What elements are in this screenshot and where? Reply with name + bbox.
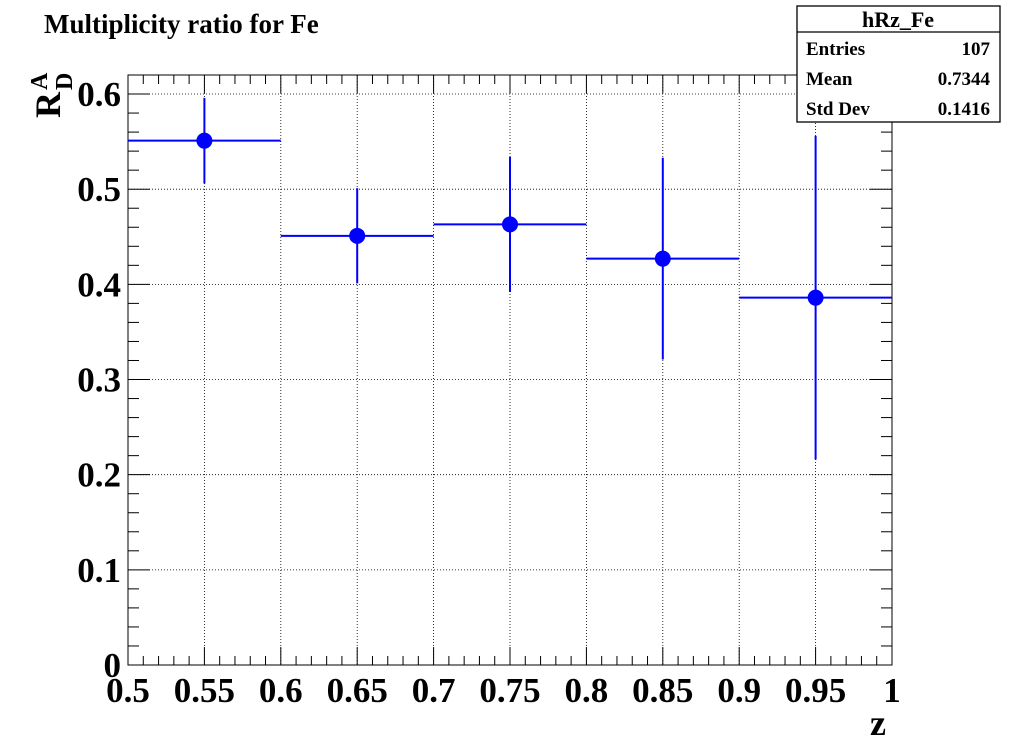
stats-mean-label: Mean (806, 69, 853, 90)
x-tick-label: 0.6 (259, 671, 303, 710)
y-tick-label: 0.6 (77, 75, 121, 114)
stats-box-title: hRz_Fe (862, 7, 934, 32)
stats-entries-label: Entries (806, 39, 865, 60)
x-tick-label: 0.7 (412, 671, 456, 710)
stats-box: hRz_Fe Entries 107 Mean 0.7344 Std Dev 0… (796, 5, 1001, 123)
y-tick-label: 0.1 (77, 551, 121, 590)
stats-stddev-value: 0.1416 (938, 99, 990, 120)
x-axis-label: z (870, 703, 886, 740)
x-tick-label: 0.8 (565, 671, 609, 710)
x-tick-label: 0.95 (785, 671, 846, 710)
y-tick-label: 0.2 (77, 456, 121, 495)
data-point (349, 227, 366, 244)
chart-title: Multiplicity ratio for Fe (44, 9, 319, 39)
x-tick-label: 0.75 (479, 671, 540, 710)
stats-mean-value: 0.7344 (938, 69, 991, 90)
stats-entries-value: 107 (962, 39, 991, 60)
x-tick-label: 0.55 (174, 671, 235, 710)
x-tick-label: 0.85 (632, 671, 693, 710)
data-point (807, 289, 824, 306)
axis-ticks (127, 74, 893, 666)
data-point (196, 132, 213, 149)
y-axis-label-subscript: D (52, 73, 78, 90)
x-tick-labels: 0.5 0.55 0.6 0.65 0.7 0.75 0.8 0.85 0.9 0.95 1 (106, 671, 901, 710)
data-point (654, 250, 671, 267)
y-tick-label: 0.5 (77, 170, 121, 209)
x-tick-label: 1 (883, 671, 901, 710)
y-tick-label: 0.4 (77, 265, 121, 304)
y-axis-label-superscript: A (27, 72, 53, 90)
data-series (128, 97, 892, 460)
y-axis-label-base: R (28, 91, 68, 118)
plot-frame (127, 74, 893, 666)
y-axis-label: R A D (27, 72, 78, 118)
x-tick-label: 0.65 (327, 671, 388, 710)
stats-box-frame (796, 5, 1001, 123)
y-tick-label: 0 (104, 646, 122, 685)
data-point (502, 216, 518, 233)
x-tick-label: 0.9 (717, 671, 761, 710)
y-tick-labels: 0 0.1 0.2 0.3 0.4 0.5 0.6 (77, 75, 121, 685)
y-tick-label: 0.3 (77, 361, 121, 400)
x-tick-label: 0.5 (106, 671, 150, 710)
stats-stddev-label: Std Dev (806, 99, 870, 120)
